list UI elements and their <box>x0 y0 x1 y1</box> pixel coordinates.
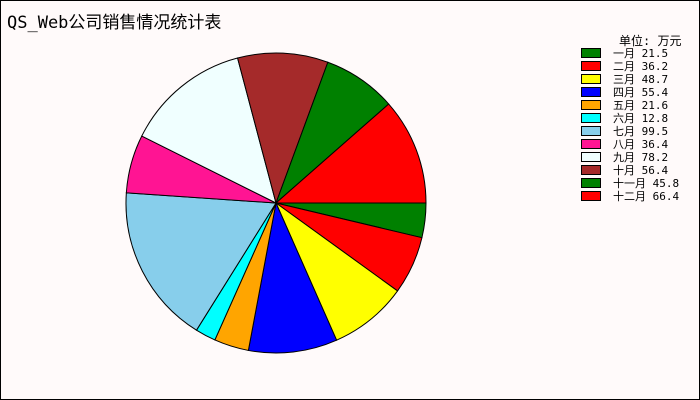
legend-swatch <box>581 178 601 188</box>
legend-swatch <box>581 100 601 110</box>
legend-swatch <box>581 74 601 84</box>
pie-slice-7 <box>125 192 277 331</box>
pie-slice-9 <box>141 57 277 204</box>
legend-swatch <box>581 61 601 71</box>
legend-label: 九月 78.2 <box>613 151 669 164</box>
legend-label: 一月 21.5 <box>613 47 669 60</box>
legend-label: 二月 36.2 <box>613 60 669 73</box>
pie-slices <box>125 52 427 354</box>
legend-label: 六月 12.8 <box>613 112 669 125</box>
legend-item-9: 九月 78.2 <box>581 151 697 164</box>
legend-item-12: 十二月 66.4 <box>581 190 697 203</box>
legend-swatch <box>581 139 601 149</box>
legend-label: 四月 55.4 <box>613 86 669 99</box>
legend-item-4: 四月 55.4 <box>581 86 697 99</box>
legend-label: 十二月 66.4 <box>613 190 680 203</box>
pie-slice-4 <box>247 201 338 354</box>
legend-swatch <box>581 113 601 123</box>
pie-slice-12 <box>274 103 427 204</box>
legend-swatch <box>581 48 601 58</box>
legend-swatch <box>581 126 601 136</box>
legend-swatch <box>581 165 601 175</box>
legend-item-6: 六月 12.8 <box>581 112 697 125</box>
legend-swatch <box>581 87 601 97</box>
legend-swatch <box>581 191 601 201</box>
legend-label: 七月 99.5 <box>613 125 669 138</box>
legend-item-5: 五月 21.6 <box>581 99 697 112</box>
legend-label: 三月 48.7 <box>613 73 669 86</box>
chart-title: QS_Web公司销售情况统计表 <box>7 13 222 33</box>
unit-label: 单位: 万元 <box>619 34 682 48</box>
legend-item-11: 十一月 45.8 <box>581 177 697 190</box>
legend-label: 十月 56.4 <box>613 164 669 177</box>
legend-swatch <box>581 152 601 162</box>
legend: 一月 21.5 二月 36.2 三月 48.7 四月 55.4 五月 21.6 六月 12… <box>581 47 697 203</box>
legend-item-2: 二月 36.2 <box>581 60 697 73</box>
legend-item-10: 十月 56.4 <box>581 164 697 177</box>
legend-label: 五月 21.6 <box>613 99 669 112</box>
legend-item-1: 一月 21.5 <box>581 47 697 60</box>
legend-item-3: 三月 48.7 <box>581 73 697 86</box>
legend-item-8: 八月 36.4 <box>581 138 697 151</box>
pie-slice-10 <box>236 52 329 205</box>
legend-label: 十一月 45.8 <box>613 177 680 190</box>
legend-item-7: 七月 99.5 <box>581 125 697 138</box>
legend-label: 八月 36.4 <box>613 138 669 151</box>
